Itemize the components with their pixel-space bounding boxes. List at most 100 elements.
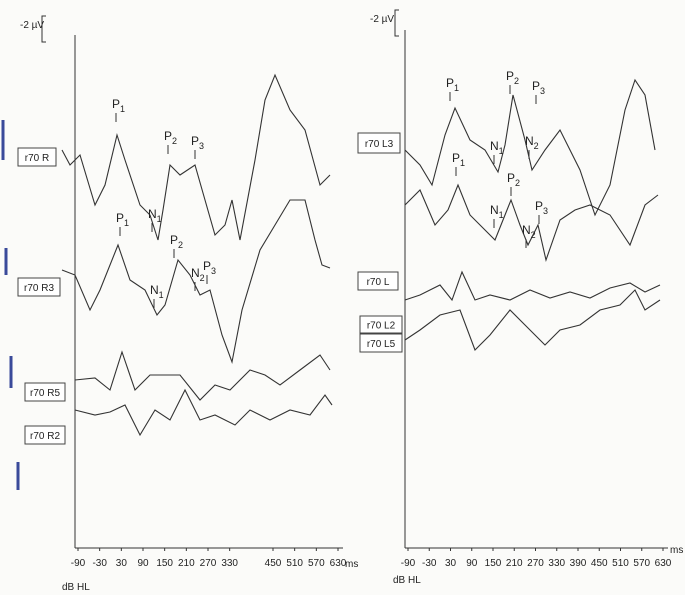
trace-label: r70 R5	[30, 388, 60, 399]
peak-index: 2	[172, 136, 177, 146]
peak-letter: N	[522, 223, 531, 237]
x-tick-label: 90	[137, 558, 149, 569]
peak-index: 1	[499, 210, 504, 220]
x-tick-label: -90	[71, 558, 86, 569]
waveform	[404, 289, 661, 351]
peak-index: 3	[543, 206, 548, 216]
peak-letter: N	[191, 266, 200, 280]
peak-letter: P	[535, 199, 543, 213]
trace-label: r70 L2	[367, 321, 396, 332]
x-axis-label: dB HL	[62, 582, 90, 593]
peak-index: 2	[534, 141, 539, 151]
peak-index: 1	[460, 158, 465, 168]
peak-label: P3	[535, 199, 548, 216]
x-tick-label: 30	[445, 558, 457, 569]
x-tick-label: 90	[466, 558, 478, 569]
peak-index: 3	[199, 141, 204, 151]
peak-index: 2	[514, 76, 519, 86]
trace-label-box	[24, 425, 66, 445]
peak-letter: P	[446, 76, 454, 90]
peak-letter: N	[148, 207, 157, 221]
peak-index: 1	[124, 218, 129, 228]
trace-label-box	[359, 333, 403, 353]
waveform	[404, 78, 656, 217]
x-tick-label: 150	[156, 558, 173, 569]
peak-index: 2	[178, 240, 183, 250]
peak-label: N1	[150, 283, 164, 300]
peak-label: P3	[191, 134, 204, 151]
x-tick-label: 570	[633, 558, 650, 569]
peak-label: P2	[170, 233, 183, 250]
peak-label: P2	[506, 69, 519, 86]
peak-label: P3	[532, 79, 545, 96]
trace-label-box	[17, 277, 61, 297]
waveform	[404, 270, 661, 302]
peak-letter: N	[525, 134, 534, 148]
waveform	[74, 350, 331, 401]
x-tick-label: 630	[330, 558, 347, 569]
x-tick-label: 270	[527, 558, 544, 569]
peak-label: N2	[525, 134, 539, 151]
peak-letter: P	[164, 129, 172, 143]
x-tick-label: 630	[655, 558, 672, 569]
peak-label: N1	[490, 139, 504, 156]
peak-label: N2	[191, 266, 205, 283]
x-unit: ms	[345, 559, 358, 570]
peak-letter: N	[490, 139, 499, 153]
peak-letter: P	[170, 233, 178, 247]
waveform	[74, 388, 333, 437]
x-tick-label: -30	[422, 558, 437, 569]
trace-label: r70 R2	[30, 431, 60, 442]
x-tick-label: 30	[116, 558, 128, 569]
peak-label: P1	[112, 97, 125, 114]
peak-index: 1	[120, 104, 125, 114]
peak-index: 1	[159, 290, 164, 300]
peak-letter: N	[150, 283, 159, 297]
peak-index: 1	[454, 83, 459, 93]
x-unit: ms	[670, 545, 683, 556]
x-tick-label: 390	[570, 558, 587, 569]
peak-label: P1	[452, 151, 465, 168]
peak-label: N1	[148, 207, 162, 224]
peak-letter: P	[452, 151, 460, 165]
peak-index: 3	[211, 266, 216, 276]
x-tick-label: 450	[591, 558, 608, 569]
trace-label-box	[357, 132, 401, 154]
x-tick-label: 510	[612, 558, 629, 569]
trace-label: r70 L5	[367, 339, 396, 350]
peak-label: P1	[446, 76, 459, 93]
x-tick-label: 570	[308, 558, 325, 569]
peak-letter: P	[532, 79, 540, 93]
peak-letter: P	[203, 259, 211, 273]
peak-index: 2	[200, 273, 205, 283]
peak-index: 2	[515, 178, 520, 188]
peak-label: P2	[164, 129, 177, 146]
trace-label-box	[357, 271, 399, 291]
trace-label: r70 R3	[24, 283, 54, 294]
scale-label: -2 µV	[20, 20, 44, 31]
peak-letter: N	[490, 203, 499, 217]
peak-letter: P	[506, 69, 514, 83]
peak-label: P2	[507, 171, 520, 188]
trace-label: r70 L3	[365, 139, 394, 150]
x-tick-label: 210	[506, 558, 523, 569]
scale-bar	[394, 9, 399, 37]
x-tick-label: 450	[265, 558, 282, 569]
x-tick-label: 330	[548, 558, 565, 569]
trace-label-box	[17, 147, 57, 167]
peak-index: 2	[531, 230, 536, 240]
x-axis-label: dB HL	[393, 575, 421, 586]
x-tick-label: -90	[401, 558, 416, 569]
peak-index: 1	[157, 214, 162, 224]
peak-index: 3	[540, 86, 545, 96]
peak-index: 1	[499, 146, 504, 156]
scale-label: -2 µV	[370, 14, 394, 25]
peak-letter: P	[112, 97, 120, 111]
x-tick-label: 210	[178, 558, 195, 569]
x-tick-label: 270	[200, 558, 217, 569]
waveform	[61, 199, 331, 365]
waveform	[61, 73, 331, 241]
trace-label-box	[24, 382, 66, 402]
peak-letter: P	[116, 211, 124, 225]
peak-label: N2	[522, 223, 536, 240]
